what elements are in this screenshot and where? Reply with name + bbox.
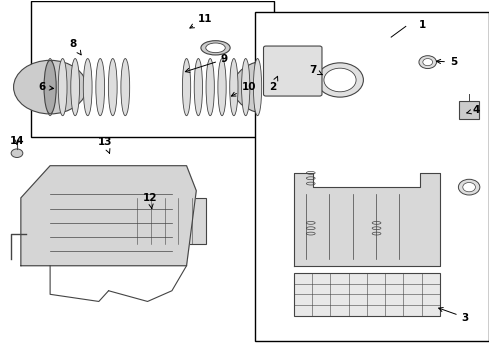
Bar — [294, 273, 440, 316]
Ellipse shape — [194, 59, 202, 116]
Ellipse shape — [96, 59, 104, 116]
Text: 3: 3 — [439, 307, 469, 323]
Text: 1: 1 — [419, 19, 426, 30]
Ellipse shape — [242, 59, 250, 116]
Circle shape — [317, 63, 364, 97]
Ellipse shape — [201, 41, 230, 55]
Polygon shape — [294, 173, 440, 266]
Bar — [255, 12, 489, 341]
Circle shape — [459, 179, 480, 195]
Bar — [30, 1, 274, 137]
Text: 11: 11 — [190, 14, 212, 28]
Text: 2: 2 — [269, 76, 278, 92]
Circle shape — [271, 99, 292, 114]
Ellipse shape — [108, 59, 117, 116]
Text: 4: 4 — [467, 105, 480, 115]
Circle shape — [233, 60, 306, 114]
Bar — [271, 51, 315, 91]
Bar — [123, 198, 206, 244]
Text: 8: 8 — [70, 39, 81, 55]
Circle shape — [463, 183, 475, 192]
Text: 6: 6 — [38, 82, 53, 92]
Ellipse shape — [182, 59, 191, 116]
Text: 10: 10 — [231, 82, 256, 96]
Text: 9: 9 — [185, 54, 228, 72]
Circle shape — [423, 59, 433, 66]
Text: 13: 13 — [98, 138, 112, 153]
Ellipse shape — [253, 59, 262, 116]
Ellipse shape — [206, 59, 214, 116]
Circle shape — [11, 149, 23, 157]
Ellipse shape — [121, 59, 130, 116]
Circle shape — [419, 56, 437, 68]
Ellipse shape — [71, 59, 79, 116]
Text: 5: 5 — [437, 57, 457, 67]
Ellipse shape — [83, 59, 92, 116]
Ellipse shape — [44, 60, 56, 114]
Text: 14: 14 — [10, 136, 24, 146]
Ellipse shape — [206, 43, 225, 53]
Text: 7: 7 — [310, 65, 322, 75]
Ellipse shape — [218, 59, 226, 116]
Bar — [460, 102, 479, 119]
Ellipse shape — [58, 59, 67, 116]
Ellipse shape — [46, 59, 54, 116]
Circle shape — [14, 60, 87, 114]
Ellipse shape — [230, 59, 238, 116]
Circle shape — [275, 102, 288, 111]
Text: 12: 12 — [143, 193, 157, 209]
Circle shape — [324, 68, 356, 92]
FancyBboxPatch shape — [264, 46, 322, 96]
Polygon shape — [21, 166, 196, 266]
